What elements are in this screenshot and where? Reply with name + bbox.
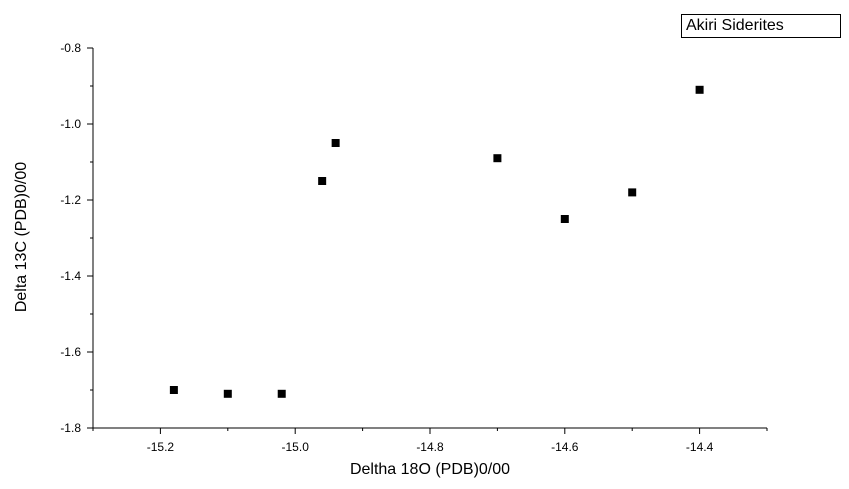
data-point	[695, 85, 704, 94]
x-tick-label: -14.6	[551, 440, 579, 454]
data-point	[560, 215, 569, 223]
data-point	[493, 154, 502, 163]
data-point	[169, 386, 178, 394]
x-tick-label: -14.4	[686, 440, 714, 454]
x-axis-title: Deltha 18O (PDB)0/00	[350, 461, 510, 478]
legend: Akiri Siderites	[681, 14, 841, 38]
legend-label: Akiri Siderites	[686, 17, 784, 34]
x-tick-label: -14.8	[416, 440, 444, 454]
y-tick-label: -1.0	[60, 117, 81, 131]
data-points	[169, 85, 704, 398]
y-tick-label: -1.8	[60, 421, 81, 435]
data-point	[277, 389, 286, 398]
tick-labels: -15.2 -15.0 -14.8 -14.6 -14.4 -1.8 -1.6 -1.4 -1.…	[60, 41, 713, 454]
x-tick-label: -15.2	[147, 440, 175, 454]
y-tick-label: -1.2	[60, 193, 81, 207]
y-tick-label: -1.6	[60, 345, 81, 359]
data-point	[318, 177, 327, 185]
ticks	[87, 47, 768, 434]
y-tick-label: -1.4	[60, 269, 81, 283]
y-tick-label: -0.8	[60, 41, 81, 55]
x-tick-label: -15.0	[282, 440, 310, 454]
data-point	[628, 188, 637, 197]
data-point	[331, 139, 340, 147]
axes	[92, 48, 767, 429]
data-point	[223, 389, 232, 398]
y-axis-title: Delta 13C (PDB)0/00	[13, 162, 30, 312]
